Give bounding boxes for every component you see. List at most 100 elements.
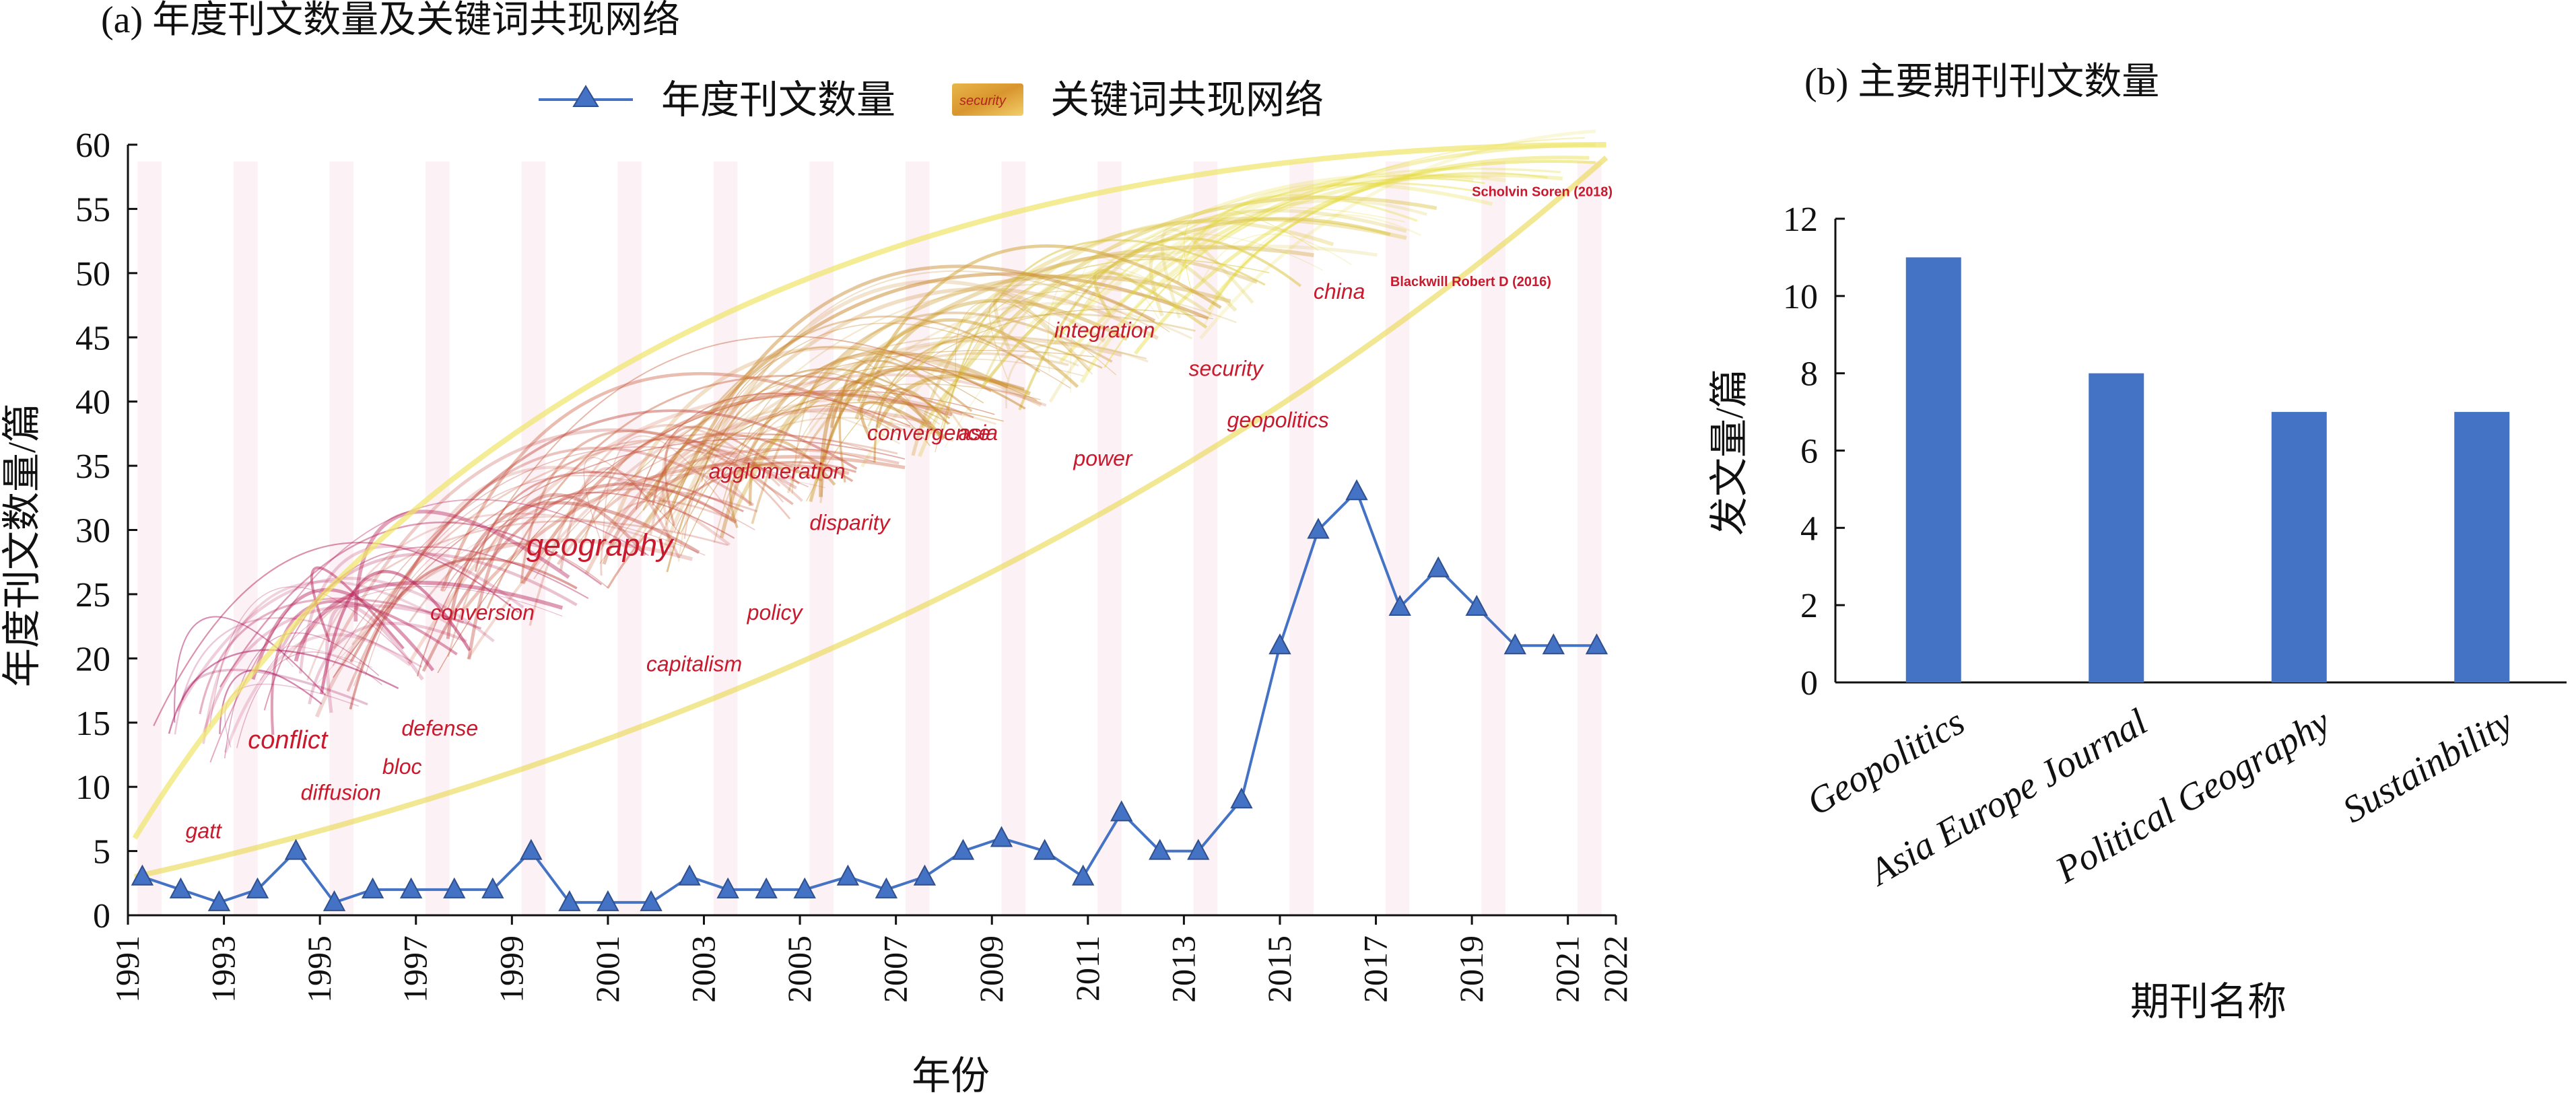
- series-point: [481, 877, 504, 898]
- network-link: [599, 383, 1041, 564]
- network-link: [794, 391, 941, 453]
- network-link: [486, 375, 974, 609]
- network-link: [980, 217, 1391, 389]
- x-tick-label: 1993: [205, 935, 242, 1003]
- series-point: [951, 839, 975, 860]
- series-point: [716, 877, 739, 898]
- network-link: [437, 390, 995, 674]
- network-link: [224, 683, 360, 748]
- series-point: [755, 877, 778, 898]
- keyword-label: diffusion: [301, 780, 381, 804]
- y-tick-label: 15: [75, 705, 110, 743]
- series-point: [1230, 787, 1253, 809]
- y-tick-label: 20: [75, 640, 110, 678]
- network-link: [1079, 173, 1563, 384]
- background-stripe: [426, 162, 450, 915]
- network-link: [636, 335, 1147, 545]
- keyword-label: integration: [1054, 318, 1155, 342]
- legend-swatch-sample-text: security: [959, 94, 1007, 108]
- bar: [2454, 412, 2510, 682]
- network-link: [346, 446, 754, 692]
- network-link: [642, 315, 1040, 511]
- annual-series: [131, 479, 1608, 911]
- bar: [2089, 373, 2144, 682]
- b-y-tick-label: 8: [1800, 355, 1818, 394]
- b-y-tick-label: 12: [1783, 201, 1818, 239]
- b-x-axis-label: 期刊名称: [2130, 980, 2286, 1024]
- keyword-label: bloc: [382, 754, 422, 779]
- keyword-label: conflict: [248, 726, 329, 754]
- keyword-label: Blackwill Robert D (2016): [1390, 275, 1551, 289]
- keyword-label: Scholvin Soren (2018): [1472, 184, 1613, 199]
- bar: [2271, 412, 2327, 682]
- network-link: [912, 217, 1407, 375]
- y-tick-label: 25: [75, 576, 110, 614]
- panel-a-legend: 年度刊文数量 security 关键词共现网络: [539, 78, 1324, 122]
- network-link: [875, 374, 1031, 429]
- panel-b-title: (b) 主要期刊刊文数量: [1804, 61, 2159, 103]
- network-link: [984, 272, 1212, 377]
- series-point: [1427, 556, 1450, 577]
- network-link: [993, 292, 1091, 372]
- network-link: [656, 417, 954, 542]
- network-link: [1058, 143, 1596, 363]
- network-link: [153, 542, 519, 727]
- network-link: [867, 313, 1196, 427]
- network-link: [467, 493, 647, 660]
- network-link: [705, 283, 1237, 466]
- network-link: [838, 359, 973, 483]
- series-point: [990, 826, 1013, 847]
- network-link: [748, 438, 836, 506]
- keyword-label: conversion: [430, 600, 535, 625]
- network-link: [988, 298, 1093, 380]
- series-point: [131, 864, 154, 886]
- network-link: [1005, 342, 1149, 409]
- y-tick-label: 50: [75, 255, 110, 293]
- b-y-tick-label: 0: [1800, 664, 1818, 703]
- network-link: [1104, 177, 1485, 368]
- network-link: [661, 440, 750, 555]
- network-link: [263, 546, 589, 711]
- network-link: [1190, 182, 1493, 250]
- network-envelope-lower: [134, 155, 1608, 880]
- series-point: [1307, 518, 1330, 539]
- x-tick-label: 2007: [877, 935, 914, 1003]
- series-point: [793, 877, 816, 898]
- network-link: [579, 435, 791, 556]
- background-stripe: [521, 162, 546, 915]
- series-point: [323, 890, 346, 911]
- network-link: [819, 379, 945, 497]
- network-link: [174, 617, 422, 735]
- network-link: [854, 299, 1128, 420]
- series-point: [640, 890, 663, 911]
- y-tick-label: 45: [75, 319, 110, 357]
- series-point: [246, 877, 269, 898]
- network-link: [521, 392, 953, 585]
- network-link: [879, 336, 1103, 405]
- network-link: [176, 577, 495, 712]
- background-stripe: [1385, 162, 1410, 915]
- network-link: [421, 482, 737, 672]
- series-point: [284, 839, 308, 860]
- series-point: [1542, 633, 1565, 655]
- network-link: [784, 302, 1193, 476]
- network-link: [583, 457, 681, 547]
- network-link: [935, 291, 1170, 453]
- panel-a-chart: (a) 年度刊文数量及关键词共现网络 年度刊文数量 security 关键词共现…: [0, 0, 1634, 1098]
- legend-label-network: 关键词共现网络: [1050, 78, 1324, 122]
- network-link: [1025, 173, 1474, 330]
- network-link: [397, 466, 731, 598]
- network-link: [1048, 199, 1427, 403]
- network-link: [1212, 172, 1548, 299]
- x-tick-label: 1991: [108, 935, 146, 1003]
- network-link: [713, 405, 901, 543]
- keyword-label: agglomeration: [709, 459, 846, 483]
- network-link: [955, 300, 1117, 379]
- network-link: [332, 428, 797, 649]
- network-link: [600, 499, 737, 576]
- x-axis-label: 年份: [912, 1054, 990, 1098]
- series-point: [1345, 479, 1368, 501]
